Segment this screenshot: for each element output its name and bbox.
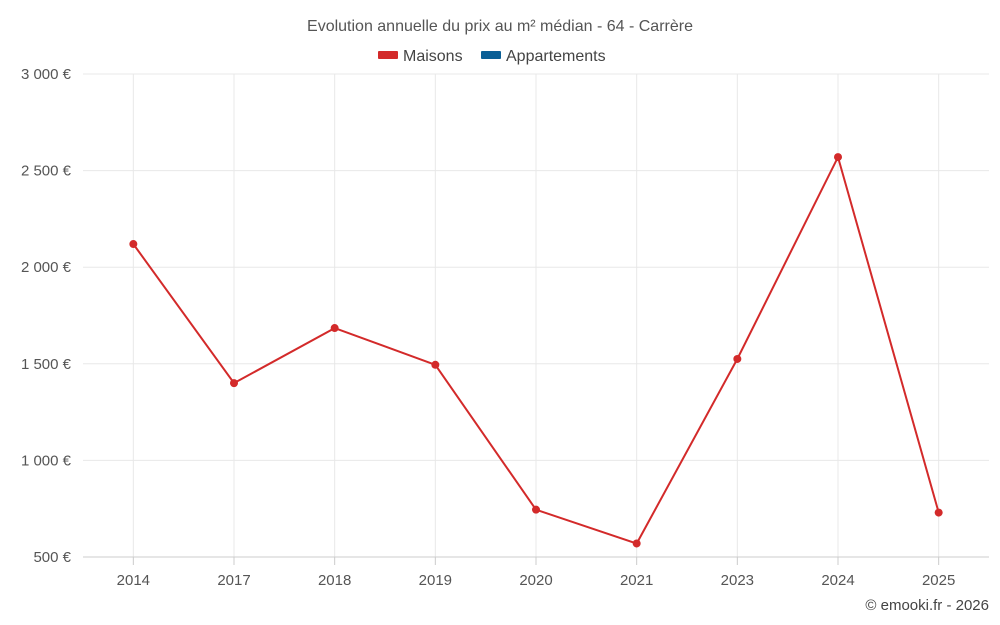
x-axis-ticks: 2014 2017 2018 2019 2020 2021 2023 2024 2025 [117,572,956,589]
x-tick-label: 2019 [419,572,452,589]
legend-swatch-appartements [481,51,501,59]
data-point-2017[interactable] [230,379,238,388]
x-tick-label: 2024 [821,572,854,589]
legend-item-appartements[interactable]: Appartements [481,48,606,65]
series [129,153,943,548]
y-tick-label: 1 000 € [21,452,72,469]
chart-title: Evolution annuelle du prix au m² médian … [307,18,693,35]
data-point-2014[interactable] [129,240,138,249]
y-tick-label: 3 000 € [21,66,72,83]
legend-swatch-maisons [378,51,398,59]
data-point-2020[interactable] [532,505,540,514]
legend-item-maisons[interactable]: Maisons [378,48,463,65]
x-tick-label: 2020 [519,572,552,589]
y-tick-label: 2 500 € [21,163,72,180]
axes [83,556,989,565]
legend-label-appartements: Appartements [506,48,606,65]
x-tick-label: 2023 [721,572,754,589]
gridlines [83,73,989,557]
x-tick-label: 2014 [117,572,150,589]
y-axis-ticks: 500 € 1 000 € 1 500 € 2 000 € 2 500 € 3 000 € [21,66,72,566]
data-point-2021[interactable] [632,539,641,548]
x-tick-label: 2025 [922,572,955,589]
y-tick-label: 2 000 € [21,259,72,276]
legend: Maisons Appartements [378,48,606,65]
legend-label-maisons: Maisons [403,48,463,65]
x-tick-label: 2017 [217,572,250,589]
data-point-2025[interactable] [934,508,943,517]
y-tick-label: 1 500 € [21,356,72,373]
x-tick-label: 2021 [620,572,653,589]
data-point-2023[interactable] [733,354,742,363]
data-point-2019[interactable] [431,360,440,369]
data-point-2024[interactable] [834,153,842,162]
data-point-2018[interactable] [330,324,339,333]
y-tick-label: 500 € [33,549,71,566]
x-tick-label: 2018 [318,572,351,589]
credit-text: © emooki.fr - 2026 [865,597,989,614]
